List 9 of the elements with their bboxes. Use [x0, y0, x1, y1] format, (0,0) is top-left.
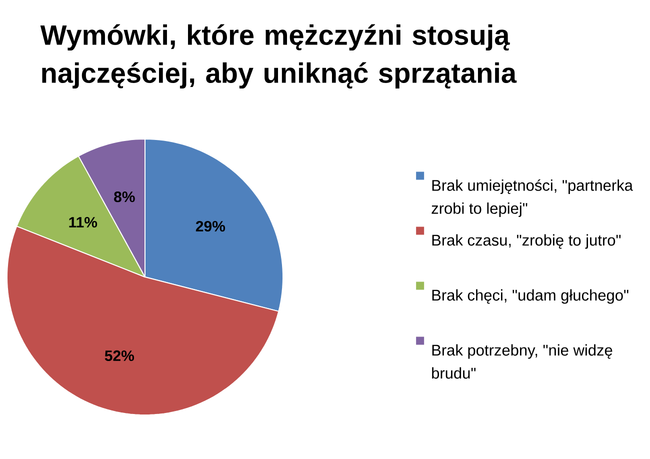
legend-label: Brak chęci, "udam głuchego"	[432, 289, 628, 304]
legend-label: Brak czasu, "zrobię to jutro"	[432, 234, 621, 249]
data-label: 11%	[69, 216, 98, 228]
data-label: 29%	[196, 220, 226, 232]
data-label: 52%	[104, 350, 134, 362]
legend-label: Brak umiejętności, "partnerka zrobi to lepiej"	[432, 179, 633, 217]
data-label: 8%	[114, 192, 135, 202]
chart-title: Wymówki, które mężczyźni stosują najczęściej, aby uniknąć sprzątania	[40, 24, 517, 89]
legend-label: Brak potrzebny, "nie widzę brudu"	[432, 344, 612, 379]
